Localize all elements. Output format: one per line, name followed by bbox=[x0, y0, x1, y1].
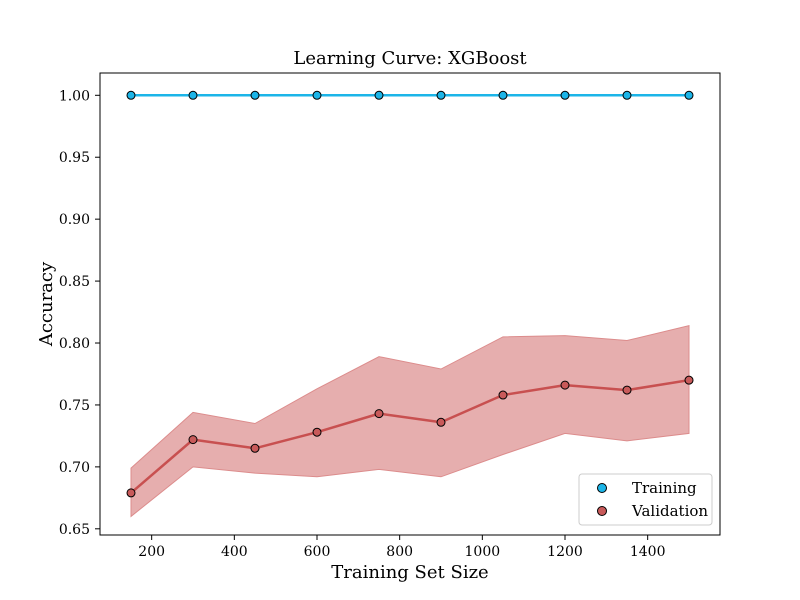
validation-point bbox=[684, 375, 694, 385]
validation-point bbox=[188, 435, 198, 445]
y-tick-label: 0.90 bbox=[59, 212, 90, 228]
chart-title: Learning Curve: XGBoost bbox=[293, 48, 527, 69]
training-point bbox=[188, 90, 198, 100]
validation-point bbox=[498, 390, 508, 400]
legend-label-training: Training bbox=[632, 479, 697, 497]
x-tick-label: 1400 bbox=[630, 544, 666, 560]
training-point bbox=[374, 90, 384, 100]
y-tick-label: 0.70 bbox=[59, 460, 90, 476]
y-tick-label: 0.95 bbox=[59, 150, 90, 166]
x-tick-label: 800 bbox=[386, 544, 413, 560]
training-point bbox=[560, 90, 570, 100]
x-tick-label: 600 bbox=[304, 544, 331, 560]
training-point bbox=[684, 90, 694, 100]
validation-point bbox=[374, 409, 384, 419]
training-point bbox=[250, 90, 260, 100]
validation-point bbox=[622, 385, 632, 395]
x-tick-label: 200 bbox=[138, 544, 165, 560]
validation-point bbox=[312, 427, 322, 437]
x-tick-label: 400 bbox=[221, 544, 248, 560]
training-point bbox=[436, 90, 446, 100]
y-tick-label: 0.75 bbox=[59, 398, 90, 414]
validation-band-layer bbox=[130, 325, 690, 518]
validation-confidence-band bbox=[130, 325, 690, 518]
y-axis-title: Accuracy bbox=[36, 261, 57, 347]
plot-frame bbox=[99, 72, 721, 536]
validation-point bbox=[560, 380, 570, 390]
y-tick-layer: 0.65 0.70 0.75 0.80 0.85 0.90 0.95 1.00 bbox=[59, 88, 100, 538]
y-tick-label: 0.65 bbox=[59, 522, 90, 538]
validation-point bbox=[436, 417, 446, 427]
series-marker-layer bbox=[126, 90, 694, 498]
training-point bbox=[622, 90, 632, 100]
training-point bbox=[126, 90, 136, 100]
validation-series-line bbox=[129, 378, 691, 495]
y-tick-label: 1.00 bbox=[59, 88, 90, 104]
x-tick-layer: 200 400 600 800 1000 1200 1400 bbox=[138, 535, 665, 560]
series-line-layer bbox=[129, 94, 691, 495]
legend-marker-training bbox=[597, 483, 607, 493]
training-point bbox=[312, 90, 322, 100]
legend-marker-validation bbox=[597, 506, 607, 516]
legend: Training Validation bbox=[578, 473, 713, 526]
validation-point bbox=[126, 488, 136, 498]
y-tick-label: 0.85 bbox=[59, 274, 90, 290]
x-tick-label: 1200 bbox=[547, 544, 583, 560]
training-point bbox=[498, 90, 508, 100]
legend-box bbox=[578, 473, 713, 526]
x-tick-label: 1000 bbox=[465, 544, 501, 560]
legend-label-validation: Validation bbox=[631, 502, 708, 520]
x-axis-title: Training Set Size bbox=[331, 562, 488, 583]
y-tick-label: 0.80 bbox=[59, 336, 90, 352]
validation-point bbox=[250, 443, 260, 453]
